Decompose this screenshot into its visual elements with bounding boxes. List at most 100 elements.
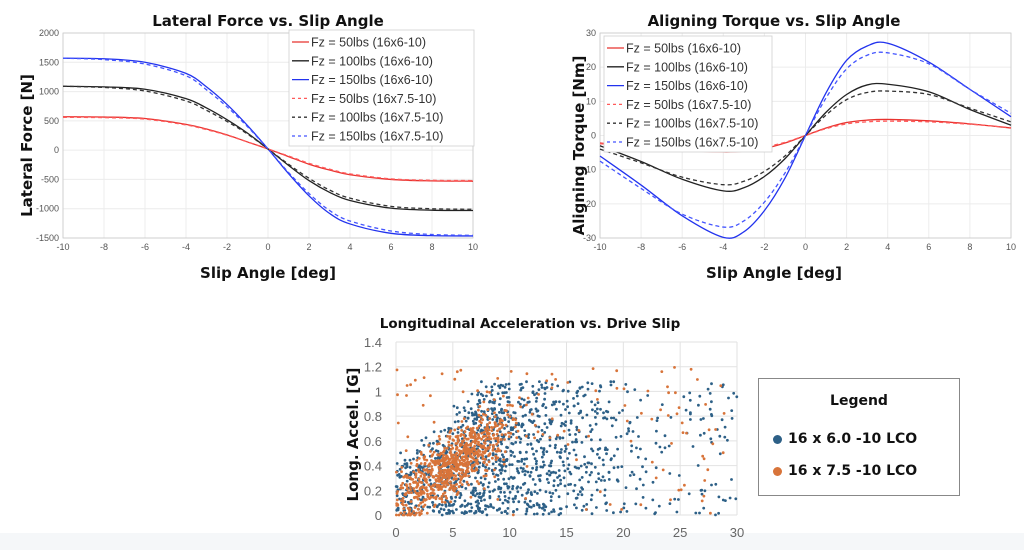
scatter-point-blue <box>724 499 727 502</box>
scatter-point-blue <box>505 512 509 515</box>
scatter-point-blue <box>408 473 412 477</box>
scatter-point-blue <box>590 438 593 442</box>
scatter-point-orange <box>473 434 477 438</box>
scatter-point-orange <box>478 436 481 440</box>
chart-title: Lateral Force vs. Slip Angle <box>152 12 384 30</box>
scatter-point-orange <box>481 457 485 461</box>
scatter-point-blue <box>585 465 588 469</box>
plot-frame <box>599 32 1012 239</box>
scatter-point-blue <box>507 496 511 500</box>
x-tick-label: 5 <box>449 525 456 540</box>
scatter-point-blue <box>545 477 549 481</box>
scatter-point-orange <box>412 496 416 499</box>
scatter-point-blue <box>565 399 569 403</box>
scatter-point-orange <box>402 513 406 517</box>
scatter-point-orange <box>443 464 447 468</box>
scatter-point-blue <box>533 483 537 486</box>
legend-marker-orange <box>773 466 782 476</box>
scatter-point-orange <box>418 480 422 484</box>
scatter-point-blue <box>468 509 471 513</box>
scatter-point-blue <box>497 495 501 498</box>
scatter-point-orange <box>477 424 481 428</box>
scatter-point-blue <box>520 382 523 386</box>
scatter-point-blue <box>605 448 609 451</box>
scatter-point-orange <box>439 469 443 473</box>
scatter-point-blue <box>420 498 424 502</box>
scatter-point-orange <box>448 472 451 476</box>
scatter-point-orange <box>416 497 420 501</box>
scatter-point-blue <box>519 486 523 490</box>
scatter-point-blue <box>508 490 512 494</box>
scatter-point-blue <box>597 472 600 475</box>
scatter-point-orange <box>451 446 455 450</box>
scatter-point-blue <box>586 387 590 391</box>
scatter-point-orange <box>480 421 483 425</box>
scatter-point-blue <box>498 411 501 414</box>
scatter-point-orange <box>460 420 464 423</box>
scatter-point-blue <box>525 380 528 384</box>
scatter-point-blue <box>553 402 556 406</box>
scatter-point-blue <box>605 452 608 456</box>
scatter-point-orange <box>448 461 452 465</box>
scatter-point-blue <box>538 506 541 509</box>
scatter-point-blue <box>625 432 629 436</box>
scatter-point-blue <box>496 392 500 395</box>
scatter-point-orange <box>469 427 473 431</box>
y-tick-label: -20 <box>583 199 596 209</box>
scatter-point-blue <box>456 431 460 434</box>
scatter-point-blue <box>502 477 506 481</box>
scatter-point-blue <box>528 499 532 503</box>
scatter-point-blue <box>520 457 524 461</box>
scatter-point-orange <box>482 412 485 416</box>
scatter-point-blue <box>572 404 576 408</box>
scatter-point-orange <box>485 424 489 428</box>
scatter-point-orange <box>443 501 447 504</box>
scatter-point-blue <box>630 470 634 474</box>
scatter-point-blue <box>532 504 536 508</box>
scatter-point-blue <box>549 495 553 499</box>
scatter-point-blue <box>545 426 549 429</box>
scatter-point-blue <box>723 435 727 439</box>
scatter-point-orange <box>455 446 459 450</box>
scatter-point-blue <box>520 460 523 463</box>
scatter-point-orange <box>504 423 508 427</box>
y-tick-label: -1500 <box>36 233 59 243</box>
scatter-point-blue <box>574 440 577 444</box>
scatter-point-blue <box>548 491 552 494</box>
scatter-point-orange <box>427 464 430 468</box>
scatter-point-blue <box>651 498 655 502</box>
scatter-point-blue <box>452 404 456 408</box>
scatter-point-blue <box>553 446 557 450</box>
scatter-point-blue <box>476 402 480 406</box>
scatter-point-orange <box>452 473 455 477</box>
scatter-point-orange <box>417 494 421 498</box>
scatter-point-blue <box>558 451 562 454</box>
scatter-point-blue <box>466 416 470 420</box>
scatter-point-blue <box>494 480 497 483</box>
scatter-point-orange <box>496 436 500 440</box>
scatter-point-blue <box>554 400 558 404</box>
scatter-point-orange <box>416 507 420 511</box>
scatter-point-blue <box>537 388 541 391</box>
scatter-point-orange <box>474 459 477 462</box>
scatter-point-orange <box>496 429 499 433</box>
scatter-point-blue <box>552 470 555 474</box>
series-line-6 <box>599 51 1012 228</box>
scatter-point-blue <box>487 467 491 470</box>
scatter-point-orange <box>709 511 712 515</box>
scatter-point-orange <box>719 384 723 388</box>
scatter-point-orange <box>448 457 452 461</box>
scatter-point-orange <box>415 511 418 515</box>
scatter-point-blue <box>497 485 501 489</box>
chart-title: Longitudinal Acceleration vs. Drive Slip <box>380 316 681 332</box>
scatter-point-blue <box>654 466 658 470</box>
scatter-point-blue <box>490 412 494 415</box>
scatter-point-blue <box>500 511 504 514</box>
scatter-point-blue <box>503 416 506 420</box>
scatter-point-blue <box>697 403 700 407</box>
scatter-point-blue <box>490 389 494 392</box>
scatter-point-blue <box>405 465 409 469</box>
scatter-point-orange <box>493 425 497 428</box>
scatter-point-orange <box>438 497 442 500</box>
scatter-point-blue <box>444 452 448 455</box>
